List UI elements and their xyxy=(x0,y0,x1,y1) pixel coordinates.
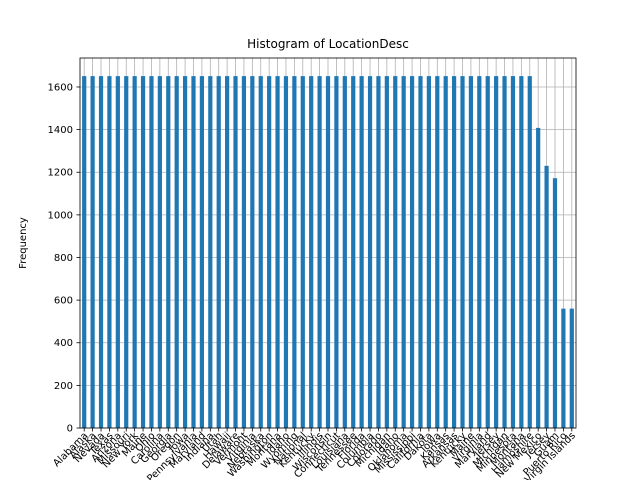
histogram-bar xyxy=(292,76,297,428)
histogram-bar xyxy=(426,76,431,428)
histogram-bar xyxy=(124,76,129,428)
histogram-bar xyxy=(494,76,499,428)
histogram-bar xyxy=(359,76,364,428)
histogram-bar xyxy=(208,76,213,428)
histogram-bar xyxy=(140,76,146,428)
histogram-bar xyxy=(250,76,255,428)
histogram-bar xyxy=(409,76,415,428)
histogram-bar xyxy=(191,76,196,428)
histogram-bar xyxy=(174,76,179,428)
histogram-bar xyxy=(367,76,373,428)
histogram-bar xyxy=(309,76,314,428)
histogram-bar xyxy=(98,76,104,428)
histogram-bar xyxy=(468,76,474,428)
histogram-bar xyxy=(267,76,272,428)
bar-layer xyxy=(82,76,574,428)
histogram-bar xyxy=(393,76,398,428)
histogram-bar xyxy=(82,76,87,428)
histogram-bar xyxy=(90,76,95,428)
histogram-bar xyxy=(351,76,356,428)
histogram-bar xyxy=(544,165,549,428)
y-tick-layer: 0 200 400 600 800 1000 1200 1400 1600 xyxy=(48,82,80,435)
histogram-bar xyxy=(569,308,574,428)
histogram-bar xyxy=(275,76,280,428)
histogram-bar xyxy=(342,76,347,428)
histogram-bar xyxy=(216,76,221,428)
histogram-bar xyxy=(443,76,448,428)
histogram-bar xyxy=(376,76,381,428)
histogram-bar xyxy=(418,76,423,428)
histogram-bar xyxy=(317,76,322,428)
histogram-bar xyxy=(325,76,331,428)
histogram-bar xyxy=(157,76,162,428)
histogram-bar xyxy=(502,76,507,428)
histogram-bar xyxy=(149,76,154,428)
y-tick-label: 1400 xyxy=(48,125,73,136)
y-tick-label: 1200 xyxy=(48,168,73,179)
y-tick-label: 800 xyxy=(54,253,73,264)
y-tick-label: 400 xyxy=(54,338,73,349)
histogram-bar xyxy=(477,76,482,428)
y-tick-label: 200 xyxy=(54,381,73,392)
histogram-bar xyxy=(199,76,204,428)
histogram-bar xyxy=(107,76,112,428)
histogram-bar xyxy=(510,76,516,428)
chart-title: Histogram of LocationDesc xyxy=(247,37,409,51)
histogram-bar xyxy=(132,76,137,428)
y-axis-title: Frequency xyxy=(18,217,29,269)
histogram-bar xyxy=(519,76,524,428)
x-tick-layer: AlabamaAlaskaNevadaTexasArizonaMissouriN… xyxy=(51,428,578,480)
y-tick-label: 1600 xyxy=(48,82,73,93)
histogram-bar xyxy=(225,76,230,428)
histogram-bar xyxy=(300,76,305,428)
y-tick-label: 1000 xyxy=(48,210,73,221)
histogram-bar xyxy=(182,76,188,428)
histogram-bar xyxy=(283,76,289,428)
histogram-bar xyxy=(258,76,263,428)
histogram-bar xyxy=(452,76,457,428)
histogram-bar xyxy=(401,76,406,428)
histogram-bar xyxy=(485,76,490,428)
histogram-bar xyxy=(334,76,339,428)
histogram-bar xyxy=(536,127,541,428)
histogram-bar xyxy=(241,76,247,428)
histogram-bar xyxy=(115,76,120,428)
histogram-bar xyxy=(435,76,440,428)
histogram-bar xyxy=(552,178,558,428)
histogram-bar xyxy=(561,308,566,428)
histogram-bar xyxy=(384,76,389,428)
histogram-bar xyxy=(233,76,238,428)
histogram-bar xyxy=(527,76,532,428)
y-tick-label: 0 xyxy=(67,424,73,435)
y-tick-label: 600 xyxy=(54,296,73,307)
histogram-bar xyxy=(460,76,465,428)
histogram-bar xyxy=(166,76,171,428)
